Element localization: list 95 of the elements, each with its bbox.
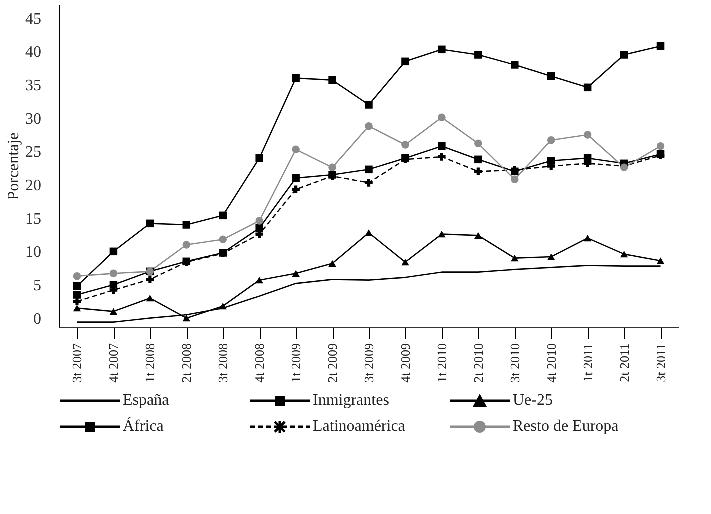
x-tick-label: 2t 2008 xyxy=(179,344,194,383)
point xyxy=(474,168,482,176)
point xyxy=(656,258,665,264)
point xyxy=(146,294,154,302)
y-tick-label: 35 xyxy=(26,78,42,94)
point xyxy=(656,142,665,150)
point xyxy=(110,308,118,316)
point xyxy=(292,186,300,194)
x-tick-label: 3t 2010 xyxy=(507,344,522,383)
point xyxy=(511,254,519,262)
point xyxy=(73,298,82,306)
x-tick-label: 4t 2010 xyxy=(544,344,559,383)
point xyxy=(402,141,410,149)
point xyxy=(620,250,628,258)
x-tick-label: 1t 2009 xyxy=(288,344,304,383)
legend-label: Ue-25 xyxy=(513,392,553,410)
point xyxy=(110,248,118,256)
legend-label: España xyxy=(123,392,170,410)
x-tick-label: 4t 2009 xyxy=(398,344,413,383)
point xyxy=(365,122,373,130)
point xyxy=(328,164,336,172)
point xyxy=(474,232,482,240)
point xyxy=(365,230,373,236)
point xyxy=(73,272,82,280)
legend-label: Inmigrantes xyxy=(313,392,390,410)
point xyxy=(547,72,556,80)
point xyxy=(474,156,482,164)
point xyxy=(438,153,446,161)
y-tick-label: 25 xyxy=(26,144,42,162)
point xyxy=(256,224,264,232)
point xyxy=(511,61,519,69)
x-tick-label: 2t 2009 xyxy=(325,344,340,383)
point xyxy=(328,76,336,84)
point xyxy=(182,241,191,249)
y-tick-label: 40 xyxy=(26,44,42,62)
x-tick-label: 1t 2008 xyxy=(142,344,158,383)
point xyxy=(110,270,118,278)
point xyxy=(73,291,82,299)
point xyxy=(328,260,336,268)
point xyxy=(292,270,300,278)
y-tick-label: 0 xyxy=(34,310,42,328)
point xyxy=(365,179,373,187)
y-tick-label: 15 xyxy=(26,210,42,228)
y-tick-label: 20 xyxy=(26,178,42,194)
point xyxy=(402,58,410,66)
point xyxy=(146,220,154,228)
x-tick-label: 1t 2011 xyxy=(580,344,596,382)
point xyxy=(219,302,227,310)
point xyxy=(219,236,227,244)
point xyxy=(438,230,446,238)
x-tick-label: 1t 2010 xyxy=(434,344,450,383)
x-tick-label: 2t 2010 xyxy=(470,344,486,383)
point xyxy=(365,166,373,174)
y-axis-title: Porcentaje xyxy=(6,132,22,200)
y-tick-label: 45 xyxy=(26,10,42,28)
point xyxy=(584,84,592,92)
legend-label: Resto de Europa xyxy=(513,418,619,436)
point xyxy=(547,136,556,144)
point xyxy=(292,146,300,154)
x-tick-label: 2t 2011 xyxy=(616,344,632,382)
x-tick-label: 3t 2007 xyxy=(70,343,85,383)
point xyxy=(73,282,82,290)
point xyxy=(438,46,446,54)
y-tick-label: 5 xyxy=(34,278,42,294)
point xyxy=(365,101,373,109)
x-tick-label: 3t 2011 xyxy=(653,344,668,382)
legend-label: África xyxy=(123,418,164,436)
point xyxy=(474,140,482,148)
point xyxy=(219,212,227,220)
x-tick-label: 4t 2007 xyxy=(106,343,122,383)
point xyxy=(547,254,556,260)
point xyxy=(256,276,264,284)
point xyxy=(292,174,300,182)
point xyxy=(292,74,300,82)
point xyxy=(511,176,519,184)
point xyxy=(402,258,410,266)
point xyxy=(438,114,446,122)
point xyxy=(656,42,665,50)
y-tick-label: 30 xyxy=(26,110,42,128)
point xyxy=(146,276,154,284)
x-tick-label: 3t 2008 xyxy=(216,344,231,383)
point xyxy=(438,142,446,150)
point xyxy=(182,221,191,229)
point xyxy=(584,234,592,242)
point xyxy=(182,314,191,322)
y-tick-label: 10 xyxy=(26,244,42,262)
point xyxy=(256,154,264,162)
point xyxy=(584,131,592,139)
point xyxy=(474,51,482,59)
x-tick-label: 3t 2009 xyxy=(362,344,376,383)
x-tick-label: 4t 2008 xyxy=(252,344,268,383)
legend-label: Latinoamérica xyxy=(313,418,406,436)
point xyxy=(620,51,628,59)
point xyxy=(256,217,264,225)
point xyxy=(73,304,82,312)
